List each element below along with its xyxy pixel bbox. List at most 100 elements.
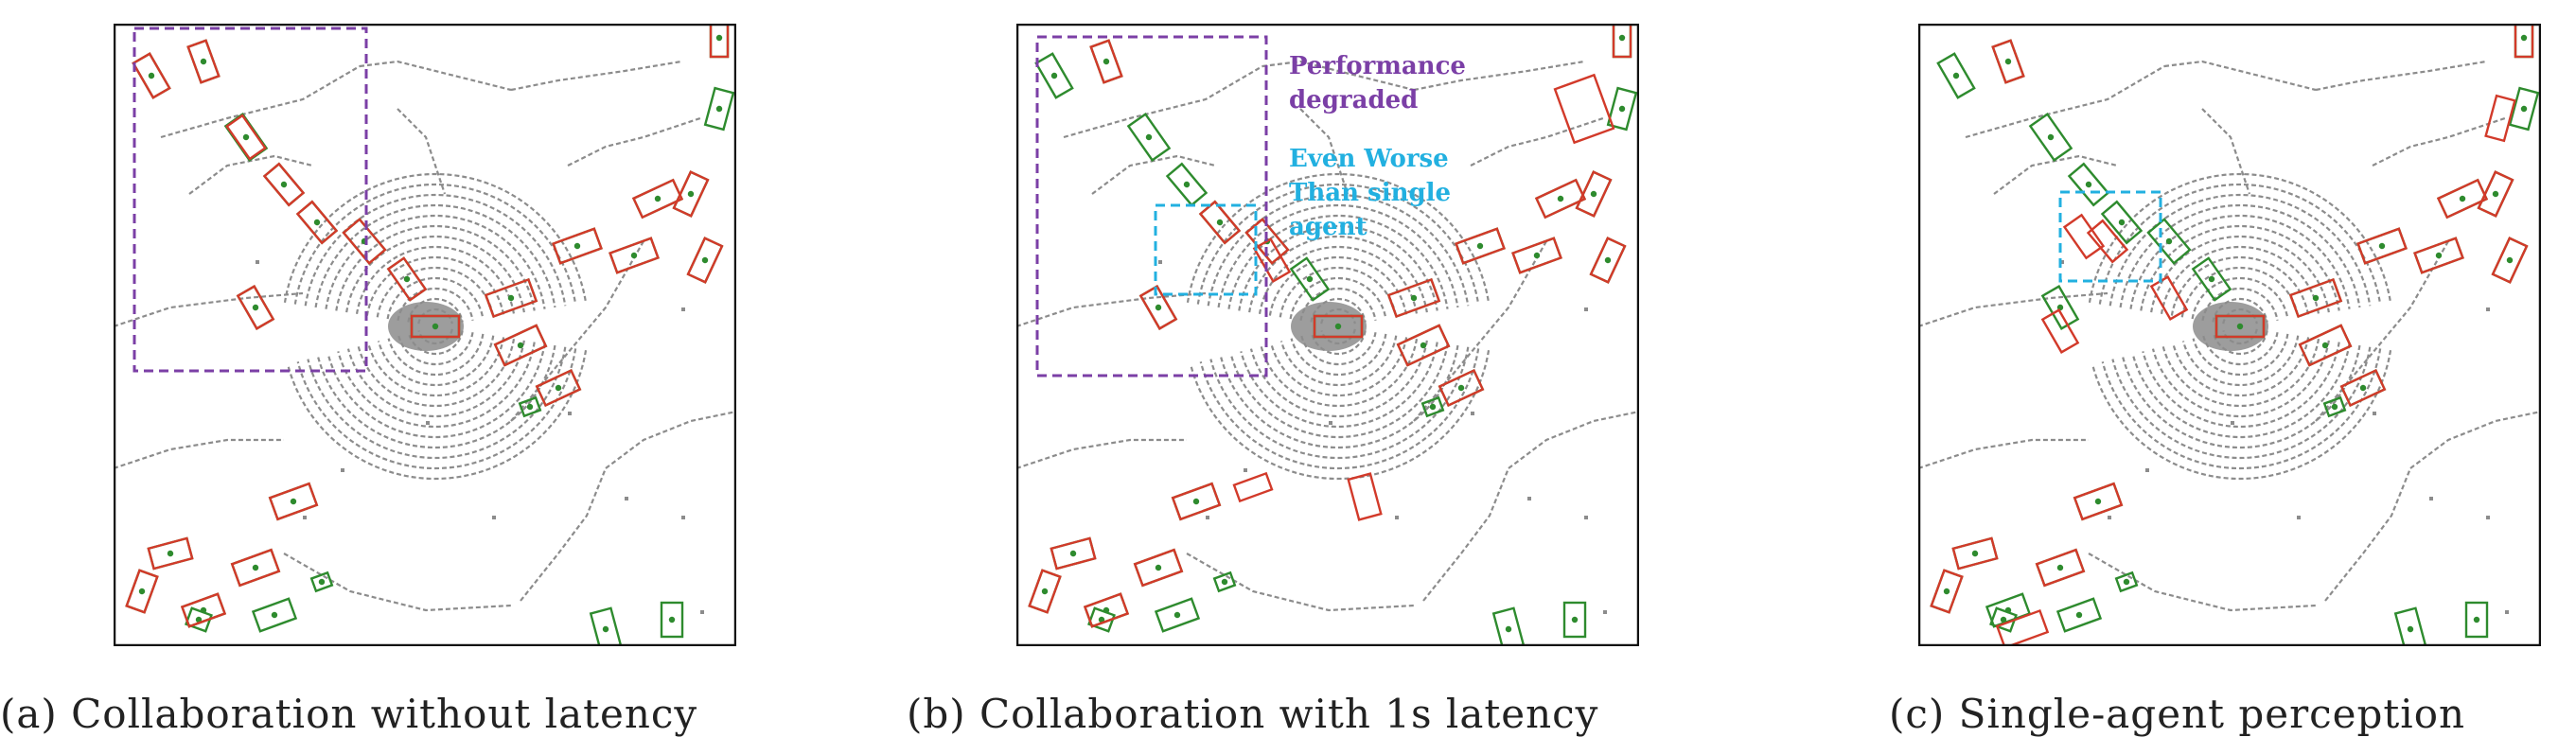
lidar-ring	[1189, 350, 1491, 481]
ground-truth-box	[1034, 52, 1074, 99]
ground-truth-box-center	[1155, 564, 1162, 571]
prediction-box-outline	[631, 178, 684, 219]
ground-truth-box-center	[242, 133, 250, 141]
ground-truth-box-center	[1192, 498, 1200, 505]
lidar-ring	[1227, 214, 1449, 309]
lidar-ring	[304, 193, 567, 307]
lidar-point	[568, 412, 572, 415]
lidar-ring	[2119, 203, 2361, 308]
ground-truth-box-center	[2094, 498, 2102, 505]
ground-truth-box-center	[1306, 275, 1314, 283]
ground-truth-box	[1989, 606, 2018, 633]
prediction-box-group	[1028, 24, 1632, 628]
lidar-scan-line	[2372, 116, 2506, 167]
ground-truth-box-outline	[1154, 597, 1201, 633]
prediction-box	[2436, 178, 2489, 219]
ground-truth-box-outline	[1034, 52, 1074, 99]
panel-single-agent	[1918, 24, 2541, 646]
lidar-ring	[367, 337, 505, 397]
lidar-ring	[1248, 235, 1428, 313]
prediction-box	[1347, 472, 1383, 521]
prediction-box-outline	[386, 256, 428, 302]
prediction-box	[552, 227, 603, 265]
ground-truth-box-center	[2520, 34, 2528, 42]
prediction-box	[2040, 308, 2080, 354]
prediction-box	[1232, 471, 1274, 503]
prediction-box-outline	[2298, 324, 2353, 367]
lidar-ring	[1186, 172, 1491, 303]
prediction-box-outline	[535, 368, 582, 408]
ground-truth-box-center	[2056, 564, 2064, 571]
prediction-box-outline	[2413, 237, 2464, 274]
ground-truth-box-outline	[1289, 256, 1331, 302]
prediction-box	[1575, 170, 1613, 218]
prediction-box-outline	[410, 314, 461, 339]
ground-truth-box	[2508, 86, 2540, 132]
ground-truth-box-center	[1183, 181, 1191, 188]
prediction-box-outline	[1028, 569, 1062, 614]
lidar-scan-line	[1186, 553, 1415, 612]
ground-truth-box-center	[2378, 242, 2386, 250]
ground-truth-box	[1165, 162, 1209, 207]
prediction-box-outline	[2356, 227, 2408, 265]
lidar-ring	[387, 333, 485, 377]
lidar-scan-line	[2163, 60, 2317, 92]
prediction-box	[493, 324, 548, 367]
ground-truth-box-outline	[1126, 112, 1172, 163]
prediction-box	[295, 200, 339, 245]
prediction-box-outline	[1083, 592, 1130, 628]
lidar-ring	[337, 342, 536, 429]
lidar-ring	[314, 203, 556, 308]
prediction-box-outline	[2040, 308, 2080, 354]
lidar-ring	[1229, 343, 1449, 439]
ground-truth-box-center	[432, 323, 439, 330]
prediction-box-outline	[686, 237, 724, 284]
lidar-ego-core	[1291, 302, 1367, 351]
ground-truth-box-center	[526, 403, 534, 411]
ground-truth-box-center	[2435, 252, 2443, 259]
prediction-box	[2339, 368, 2387, 408]
lidar-ring	[1240, 342, 1438, 429]
lidar-point	[2060, 260, 2064, 264]
ground-truth-box-center	[1098, 616, 1105, 623]
lidar-point	[1527, 497, 1531, 500]
prediction-box	[1511, 237, 1562, 274]
prediction-box-outline	[1930, 569, 1964, 614]
prediction-box	[484, 277, 538, 319]
lidar-ego-core	[388, 302, 464, 351]
lidar-scan-line	[2201, 108, 2251, 195]
ground-truth-box	[703, 86, 735, 132]
lidar-point	[256, 260, 259, 264]
lidar-ring	[376, 266, 495, 318]
ground-truth-box-outline	[2191, 256, 2232, 302]
ground-truth-box-center	[715, 105, 723, 113]
lidar-ring	[283, 172, 588, 303]
prediction-box	[147, 536, 194, 571]
lidar-scan-line	[2409, 410, 2541, 469]
annotation-line: Than single	[1289, 179, 1452, 207]
ground-truth-box-outline	[2464, 601, 2489, 639]
prediction-box-outline	[1313, 314, 1364, 339]
lidar-ring	[1289, 276, 1387, 320]
ground-truth-box-center	[280, 181, 288, 188]
lidar-scan-line	[567, 116, 701, 167]
prediction-box	[2491, 237, 2529, 284]
ground-truth-box-center	[1173, 611, 1181, 619]
prediction-box-outline	[268, 482, 319, 521]
lidar-ring	[355, 245, 516, 315]
prediction-box-outline	[2477, 170, 2514, 218]
prediction-box	[2073, 482, 2124, 521]
ground-truth-box-center	[1618, 34, 1626, 42]
ground-truth-box	[2191, 256, 2232, 302]
ground-truth-box-center	[2047, 133, 2055, 141]
prediction-box-outline	[1455, 227, 1506, 265]
prediction-box-outline	[186, 39, 221, 84]
lidar-ring	[2172, 337, 2310, 397]
prediction-box	[2214, 314, 2266, 339]
prediction-box-outline	[2288, 277, 2343, 319]
ground-truth-box	[1212, 571, 1237, 593]
lidar-scan-line	[2088, 553, 2317, 612]
prediction-box-outline	[1438, 368, 1485, 408]
panel-collab-1s-latency	[1016, 24, 1639, 646]
ground-truth-box	[2114, 571, 2139, 593]
